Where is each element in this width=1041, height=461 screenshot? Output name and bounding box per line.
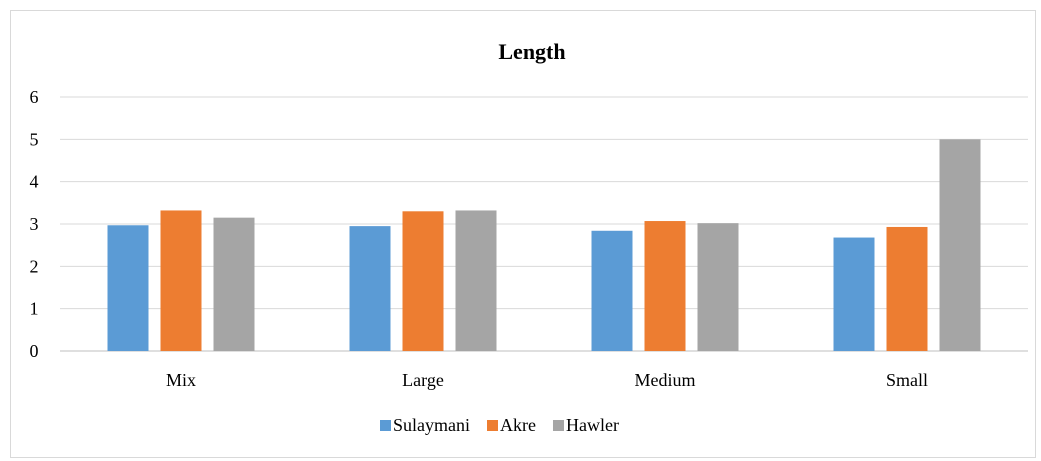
- legend-swatch-sulaymani: [380, 420, 391, 431]
- x-axis-categories: Mix Large Medium Small: [166, 370, 928, 390]
- y-tick-label: 0: [30, 341, 39, 361]
- x-category-label: Mix: [166, 370, 196, 390]
- bar-sulaymani-large: [349, 226, 391, 351]
- bar-akre-small: [886, 226, 928, 351]
- y-tick-label: 4: [30, 172, 39, 192]
- bar-sulaymani-small: [833, 237, 875, 351]
- legend-label-hawler: Hawler: [566, 415, 619, 435]
- chart-title: Length: [498, 39, 565, 64]
- y-tick-label: 2: [30, 256, 39, 276]
- bar-sulaymani-mix: [107, 225, 149, 351]
- bar-akre-mix: [160, 210, 202, 351]
- legend-label-akre: Akre: [500, 415, 536, 435]
- bar-hawler-small: [939, 139, 981, 351]
- bar-sulaymani-medium: [591, 230, 633, 351]
- x-category-label: Medium: [635, 370, 696, 390]
- y-tick-label: 5: [30, 129, 39, 149]
- legend-label-sulaymani: Sulaymani: [393, 415, 470, 435]
- bar-hawler-medium: [697, 223, 739, 351]
- legend: Sulaymani Akre Hawler: [380, 415, 619, 435]
- bar-akre-medium: [644, 221, 686, 351]
- x-category-label: Large: [402, 370, 444, 390]
- bars: [107, 139, 981, 351]
- bar-akre-large: [402, 211, 444, 351]
- legend-swatch-hawler: [552, 420, 564, 431]
- y-axis-ticks: 0 1 2 3 4 5 6: [30, 87, 39, 361]
- y-tick-label: 6: [30, 87, 39, 107]
- x-category-label: Small: [886, 370, 928, 390]
- y-tick-label: 3: [30, 214, 39, 234]
- bar-hawler-large: [455, 210, 497, 351]
- legend-swatch-akre: [487, 420, 498, 431]
- gridlines: [60, 96, 1028, 352]
- bar-hawler-mix: [213, 217, 255, 351]
- y-tick-label: 1: [30, 299, 39, 319]
